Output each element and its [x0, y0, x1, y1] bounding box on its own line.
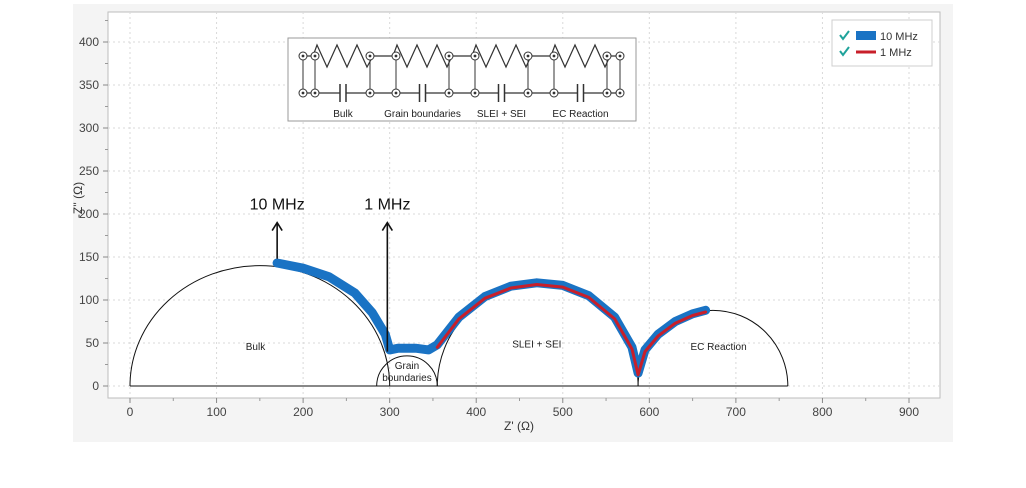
annotation-arrow-head	[271, 221, 283, 232]
x-tick-label: 0	[127, 405, 134, 419]
annotations: 10 MHz 1 MHz	[250, 196, 410, 352]
circuit-node-dot	[368, 91, 372, 95]
circuit-diagram: Bulk Grain boundaries SLEI + SEI EC Reactio…	[287, 37, 637, 122]
circuit-node-dot	[394, 54, 398, 58]
fit-arc-bulk	[129, 265, 391, 387]
y-tick-label: 350	[79, 78, 99, 92]
y-tick-label: 150	[79, 250, 99, 264]
y-tick-label: 200	[79, 207, 99, 221]
x-tick-label: 200	[293, 405, 313, 419]
y-tick-label: 400	[79, 35, 99, 49]
circuit-node-dot	[526, 91, 530, 95]
circuit-node-dot	[473, 54, 477, 58]
x-tick-label: 400	[466, 405, 486, 419]
series-1mhz-line	[435, 283, 708, 377]
legend[interactable]: 10 MHz 1 MHz	[831, 19, 933, 67]
circuit-node-dot	[526, 54, 530, 58]
circuit-node-dot	[605, 91, 609, 95]
legend-check-icon	[839, 30, 850, 41]
circuit-node-dot	[552, 54, 556, 58]
circuit-node-dot	[447, 91, 451, 95]
region-label-slei: SLEI + SEI	[512, 339, 561, 350]
circuit-node-dot	[552, 91, 556, 95]
data-series	[272, 258, 711, 378]
circuit-node-dot	[368, 54, 372, 58]
annotation-arrow-head	[381, 221, 394, 232]
legend-check-icon	[839, 46, 850, 57]
circuit-node-dot	[301, 91, 305, 95]
circuit-node-dot	[447, 54, 451, 58]
x-tick-label: 300	[380, 405, 400, 419]
x-axis-title: Z' (Ω)	[504, 419, 534, 433]
circuit-label: Bulk	[333, 109, 353, 120]
circuit-node-dot	[394, 91, 398, 95]
x-tick-label: 800	[812, 405, 832, 419]
y-axis-title: -Z'' (Ω)	[71, 182, 85, 218]
region-label-boundaries: boundaries	[382, 373, 431, 384]
region-label-bulk: Bulk	[246, 342, 266, 353]
annotation-label: 10 MHz	[250, 196, 305, 213]
y-tick-label: 0	[92, 379, 99, 393]
x-tick-label: 700	[726, 405, 746, 419]
fit-arc-grain-boundaries	[376, 355, 438, 387]
legend-item-label: 1 MHz	[880, 47, 912, 59]
y-tick-label: 250	[79, 164, 99, 178]
axis-layer: 0 100 200 300 400 500 600 700 800 900 0 50 100 150 200…	[71, 20, 919, 433]
circuit-node-dot	[618, 91, 622, 95]
x-tick-label: 100	[207, 405, 227, 419]
region-label-grain: Grain	[395, 361, 419, 372]
circuit-node-dot	[301, 54, 305, 58]
circuit-label: EC Reaction	[552, 109, 608, 120]
legend-swatch-10mhz	[856, 31, 876, 40]
y-tick-label: 100	[79, 293, 99, 307]
legend-item-label: 10 MHz	[880, 31, 918, 43]
circuit-node-dot	[313, 54, 317, 58]
circuit-node-dot	[313, 91, 317, 95]
circuit-label: SLEI + SEI	[477, 109, 526, 120]
x-tick-label: 900	[899, 405, 919, 419]
x-tick-label: 500	[553, 405, 573, 419]
y-tick-label: 300	[79, 121, 99, 135]
circuit-node-dot	[605, 54, 609, 58]
circuit-node-dot	[618, 54, 622, 58]
x-tick-label: 600	[639, 405, 659, 419]
annotation-label: 1 MHz	[364, 196, 410, 213]
y-tick-label: 50	[86, 336, 100, 350]
circuit-label: Grain boundaries	[384, 109, 461, 120]
legend-box	[831, 19, 933, 67]
circuit-node-dot	[473, 91, 477, 95]
region-label-ec: EC Reaction	[691, 342, 747, 353]
